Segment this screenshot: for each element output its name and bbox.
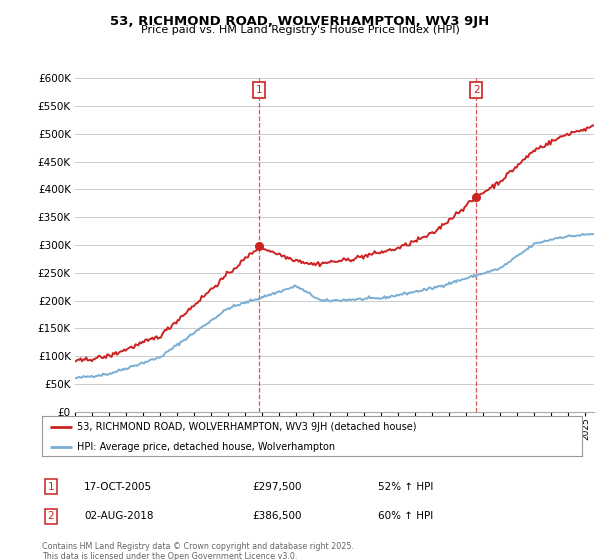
Text: £386,500: £386,500 [252, 511, 302, 521]
Text: 52% ↑ HPI: 52% ↑ HPI [378, 482, 433, 492]
Text: 02-AUG-2018: 02-AUG-2018 [84, 511, 154, 521]
Text: 53, RICHMOND ROAD, WOLVERHAMPTON, WV3 9JH: 53, RICHMOND ROAD, WOLVERHAMPTON, WV3 9J… [110, 15, 490, 27]
Text: Price paid vs. HM Land Registry's House Price Index (HPI): Price paid vs. HM Land Registry's House … [140, 25, 460, 35]
Text: £297,500: £297,500 [252, 482, 302, 492]
Text: 2: 2 [47, 511, 55, 521]
Text: 1: 1 [256, 85, 262, 95]
Text: HPI: Average price, detached house, Wolverhampton: HPI: Average price, detached house, Wolv… [77, 442, 335, 452]
Text: 53, RICHMOND ROAD, WOLVERHAMPTON, WV3 9JH (detached house): 53, RICHMOND ROAD, WOLVERHAMPTON, WV3 9J… [77, 422, 416, 432]
Text: 60% ↑ HPI: 60% ↑ HPI [378, 511, 433, 521]
Text: 2: 2 [473, 85, 479, 95]
Text: 17-OCT-2005: 17-OCT-2005 [84, 482, 152, 492]
Text: Contains HM Land Registry data © Crown copyright and database right 2025.
This d: Contains HM Land Registry data © Crown c… [42, 542, 354, 560]
Text: 1: 1 [47, 482, 55, 492]
